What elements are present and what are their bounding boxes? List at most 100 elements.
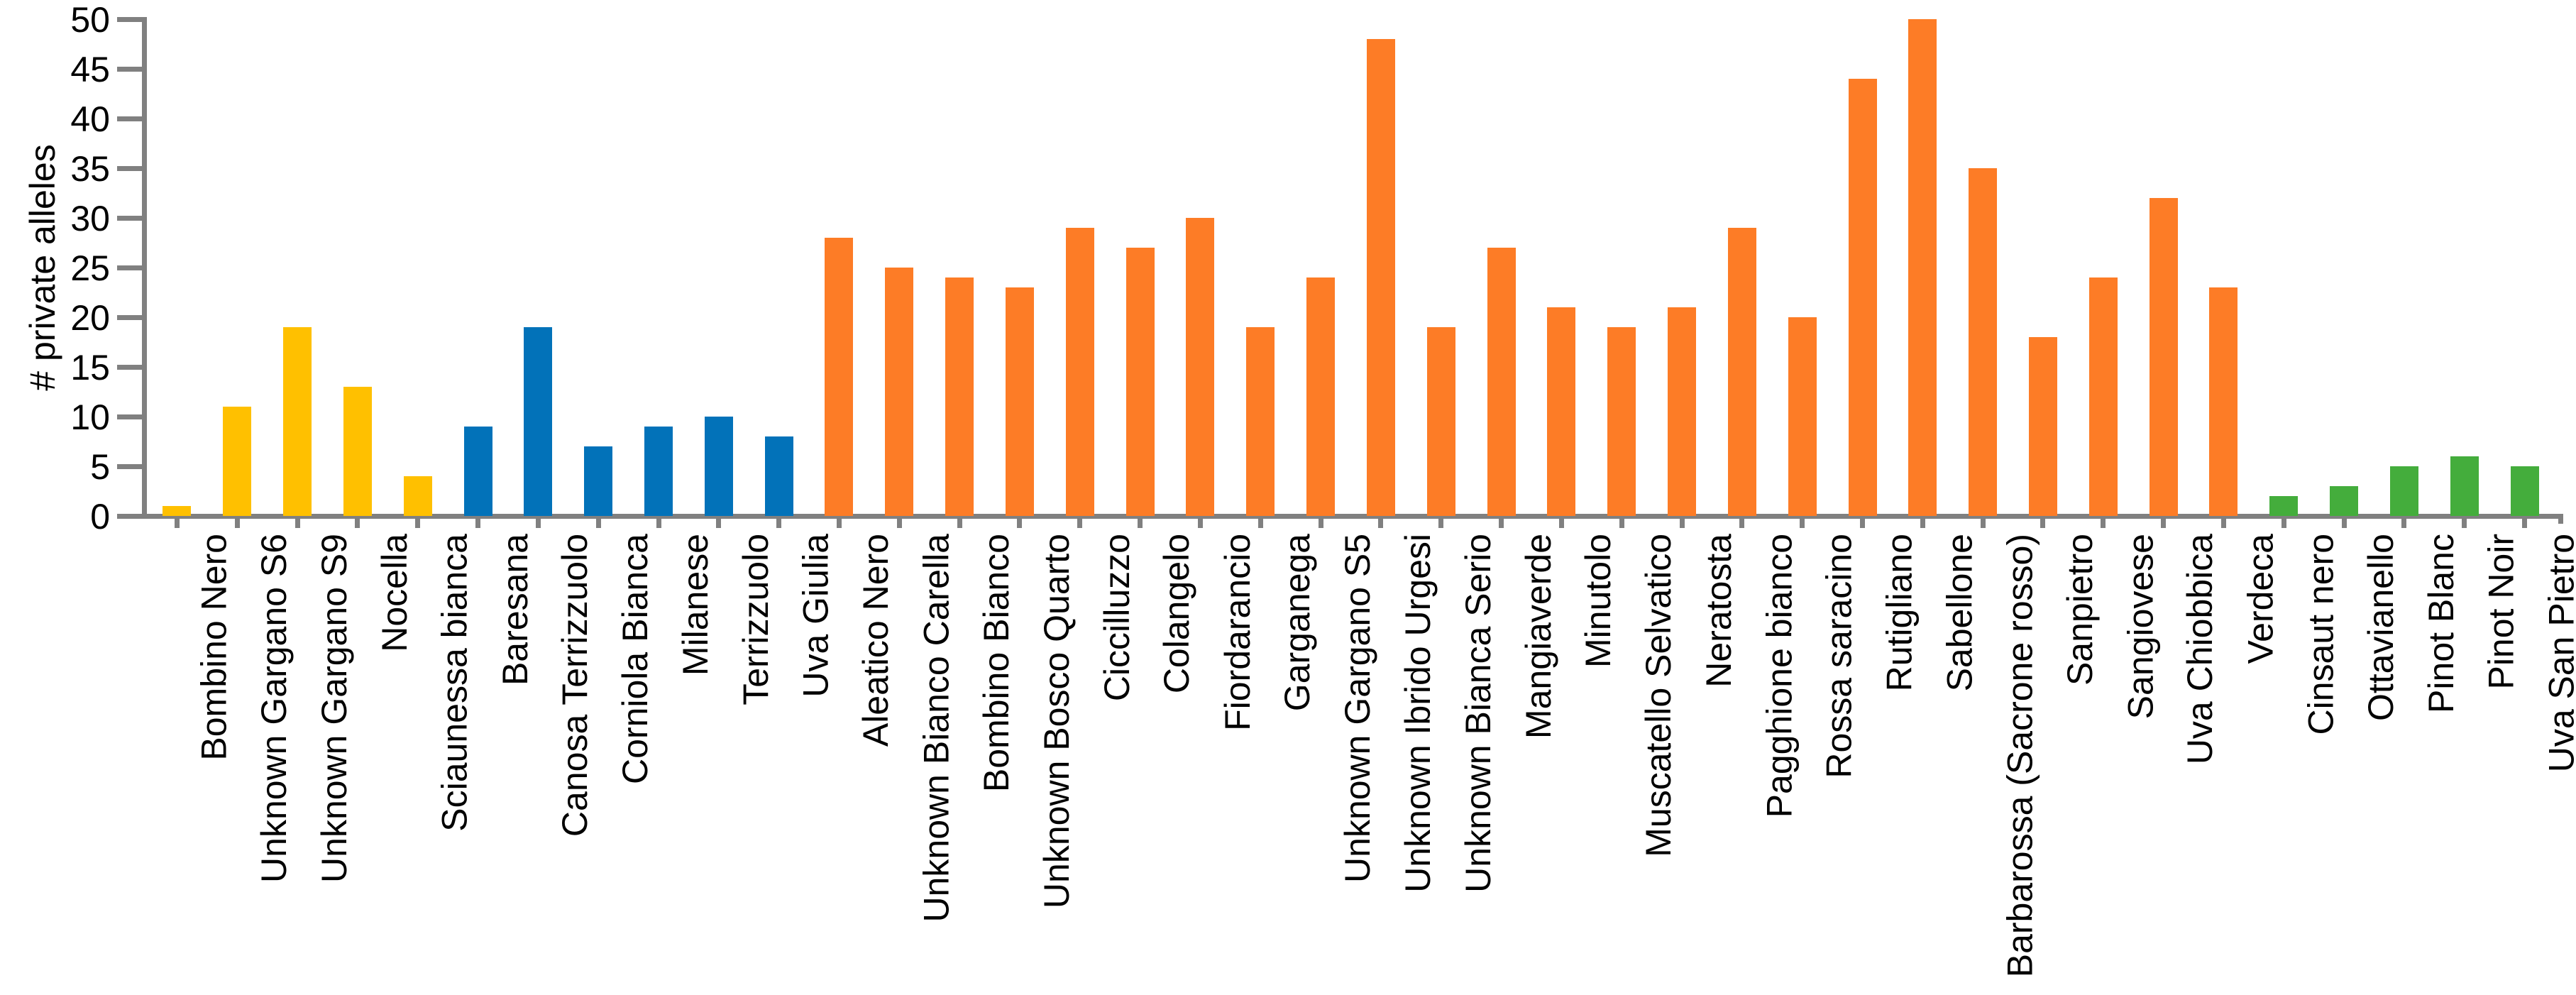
bar-sanpietro bbox=[2028, 337, 2057, 516]
x-tick bbox=[1257, 519, 1263, 528]
bar-barbarossa-sacrone-rosso bbox=[1969, 168, 1998, 516]
bar-ottavianello bbox=[2330, 486, 2359, 516]
x-tick bbox=[2281, 519, 2286, 528]
x-label: Verdeca bbox=[2240, 534, 2281, 664]
y-tick-15 bbox=[117, 365, 142, 370]
y-tick-20 bbox=[117, 315, 142, 320]
bar-garganega bbox=[1246, 327, 1275, 516]
x-tick bbox=[656, 519, 661, 528]
y-tick-45 bbox=[117, 67, 142, 72]
x-tick bbox=[1318, 519, 1323, 528]
bar-sciaunessa-bianca bbox=[403, 476, 432, 516]
y-tick-30 bbox=[117, 216, 142, 221]
x-tick bbox=[234, 519, 240, 528]
bar-pinot-blanc bbox=[2389, 466, 2418, 516]
x-tick bbox=[415, 519, 421, 528]
x-label: Barbarossa (Sacrone rosso) bbox=[2000, 534, 2040, 978]
x-label: Corniola Bianca bbox=[615, 534, 656, 784]
x-label: Uva Giulia bbox=[796, 534, 836, 698]
x-tick bbox=[2522, 519, 2528, 528]
x-label: Unknown Gargano S9 bbox=[314, 534, 355, 883]
x-tick bbox=[1920, 519, 1925, 528]
bar-rossa-saracino bbox=[1788, 317, 1817, 516]
x-label: Rossa saracino bbox=[1819, 534, 1859, 779]
y-tick-10 bbox=[117, 414, 142, 419]
bar-bombino-nero bbox=[163, 506, 192, 516]
x-label: Sanpietro bbox=[2060, 534, 2100, 686]
x-label: Cinsaut nero bbox=[2301, 534, 2341, 735]
x-label: Sciaunessa bianca bbox=[434, 534, 475, 832]
x-tick bbox=[1017, 519, 1023, 528]
x-tick bbox=[1558, 519, 1564, 528]
bar-unknown-bianco-carella bbox=[885, 268, 914, 516]
x-tick bbox=[2341, 519, 2347, 528]
y-tick-label-40: 40 bbox=[70, 99, 110, 139]
x-tick bbox=[2161, 519, 2167, 528]
y-tick-label-10: 10 bbox=[70, 397, 110, 437]
bar-unknown-gargano-s6 bbox=[223, 407, 252, 516]
x-tick bbox=[1679, 519, 1685, 528]
y-tick-label-0: 0 bbox=[90, 496, 110, 537]
x-label: Uva San Pietro bbox=[2541, 534, 2576, 773]
x-label: Sabellone bbox=[1939, 534, 1980, 692]
x-tick bbox=[2462, 519, 2467, 528]
bar-canosa-terrizzuolo bbox=[524, 327, 553, 516]
bar-uva-san-pietro bbox=[2510, 466, 2539, 516]
x-label: Rutigliano bbox=[1879, 534, 1920, 692]
x-tick bbox=[2401, 519, 2407, 528]
x-label: Muscatello Selvatico bbox=[1639, 534, 1679, 857]
x-tick bbox=[1077, 519, 1083, 528]
bar-unknown-bianca-serio bbox=[1426, 327, 1455, 516]
x-label: Ciccilluzzo bbox=[1096, 534, 1137, 702]
bar-aleatico-nero bbox=[825, 238, 854, 516]
bar-baresana bbox=[463, 427, 492, 516]
bars-container bbox=[147, 19, 2555, 516]
x-tick bbox=[355, 519, 360, 528]
bar-unknown-gargano-s5 bbox=[1306, 277, 1336, 516]
y-tick-label-5: 5 bbox=[90, 446, 110, 487]
x-tick bbox=[1499, 519, 1504, 528]
bar-mangiaverde bbox=[1487, 248, 1516, 516]
x-label: Unknown Bosco Quarto bbox=[1036, 534, 1077, 909]
x-axis-end-tick bbox=[2558, 514, 2563, 524]
x-tick bbox=[174, 519, 180, 528]
bar-corniola-bianca bbox=[584, 446, 613, 516]
bar-pinot-noir bbox=[2450, 456, 2479, 516]
x-label: Aleatico Nero bbox=[856, 534, 896, 747]
bar-sabellone bbox=[1908, 19, 1937, 516]
x-tick bbox=[1800, 519, 1805, 528]
y-tick-label-25: 25 bbox=[70, 248, 110, 288]
bar-uva-giulia bbox=[764, 436, 793, 516]
y-tick-5 bbox=[117, 464, 142, 469]
bar-nocella bbox=[343, 387, 372, 516]
x-label: Minutolo bbox=[1578, 534, 1619, 668]
x-tick bbox=[1619, 519, 1624, 528]
x-tick bbox=[776, 519, 782, 528]
x-label: Unknown Bianca Serio bbox=[1458, 534, 1498, 893]
x-label: Pagghione bianco bbox=[1758, 534, 1799, 818]
x-label: Canosa Terrizzuolo bbox=[555, 534, 595, 837]
y-tick-label-35: 35 bbox=[70, 148, 110, 189]
bar-minutolo bbox=[1547, 307, 1576, 516]
y-tick-25 bbox=[117, 265, 142, 270]
x-label: Baresana bbox=[495, 534, 535, 686]
x-label: Fiordarancio bbox=[1217, 534, 1257, 731]
x-tick bbox=[475, 519, 481, 528]
x-label: Unknown Bianco Carella bbox=[916, 534, 957, 923]
y-tick-0 bbox=[117, 514, 142, 519]
x-tick bbox=[2220, 519, 2226, 528]
x-label: Unknown Gargano S6 bbox=[254, 534, 295, 883]
x-label: Milanese bbox=[676, 534, 716, 676]
x-axis-line bbox=[142, 514, 2563, 519]
x-tick bbox=[896, 519, 902, 528]
x-tick bbox=[1197, 519, 1203, 528]
bar-neratosta bbox=[1668, 307, 1697, 516]
bar-pagghione-bianco bbox=[1727, 228, 1756, 516]
x-tick bbox=[1980, 519, 1986, 528]
bar-unknown-gargano-s9 bbox=[283, 327, 312, 516]
y-tick-label-50: 50 bbox=[70, 0, 110, 40]
bar-uva-chiobbica bbox=[2149, 198, 2178, 516]
x-tick bbox=[2101, 519, 2106, 528]
x-label: Colangelo bbox=[1157, 534, 1197, 694]
